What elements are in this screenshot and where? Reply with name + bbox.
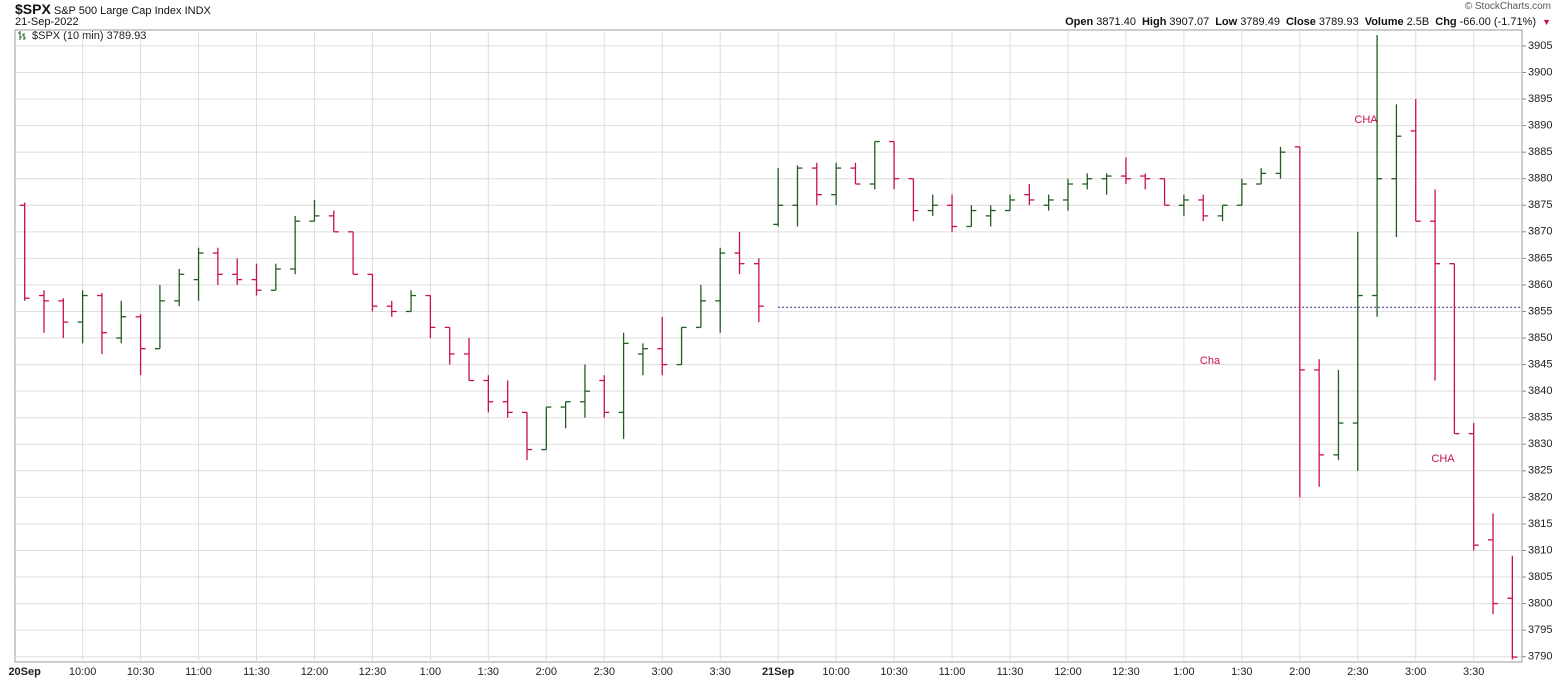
x-tick-label: 3:30 <box>709 666 730 678</box>
x-tick-label: 20Sep <box>8 666 41 678</box>
stat-value: 2.5B <box>1406 16 1430 28</box>
y-tick-label: 3825 <box>1528 465 1552 477</box>
y-tick-label: 3880 <box>1528 173 1552 185</box>
index-name: S&P 500 Large Cap Index <box>53 5 182 17</box>
y-tick-label: 3900 <box>1528 66 1552 78</box>
annotation: CHA <box>1354 114 1378 126</box>
x-tick-label: 3:30 <box>1463 666 1484 678</box>
x-tick-label: 11:30 <box>997 666 1024 678</box>
annotation: Cha <box>1200 355 1221 367</box>
date: 21-Sep-2022 <box>15 16 79 28</box>
x-tick-label: 12:00 <box>1054 666 1082 678</box>
y-tick-label: 3885 <box>1528 146 1552 158</box>
x-tick-label: 3:00 <box>1405 666 1426 678</box>
x-tick-label: 2:00 <box>536 666 557 678</box>
y-tick-label: 3875 <box>1528 199 1552 211</box>
stat-label: Low <box>1215 16 1238 28</box>
x-tick-label: 11:00 <box>939 666 966 678</box>
y-tick-label: 3835 <box>1528 412 1552 424</box>
y-tick-label: 3860 <box>1528 279 1552 291</box>
y-tick-label: 3895 <box>1528 93 1552 105</box>
y-tick-label: 3805 <box>1528 571 1552 583</box>
y-tick-label: 3865 <box>1528 252 1552 264</box>
x-tick-label: 12:00 <box>301 666 329 678</box>
title-row: $SPX S&P 500 Large Cap Index INDX <box>15 1 211 17</box>
stat-label: Chg <box>1435 16 1457 28</box>
y-tick-label: 3890 <box>1528 120 1552 132</box>
exchange: INDX <box>184 5 211 17</box>
x-tick-label: 12:30 <box>1112 666 1140 678</box>
y-tick-label: 3810 <box>1528 544 1552 556</box>
stat-value: 3789.49 <box>1240 16 1280 28</box>
y-tick-label: 3845 <box>1528 358 1552 370</box>
symbol: $SPX <box>15 1 51 17</box>
x-tick-label: 12:30 <box>359 666 387 678</box>
y-tick-label: 3870 <box>1528 226 1552 238</box>
legend-icon <box>18 31 26 40</box>
x-tick-label: 10:30 <box>127 666 155 678</box>
plot-frame <box>14 29 1523 663</box>
annotation: CHA <box>1431 453 1455 465</box>
legend: $SPX (10 min) 3789.93 <box>32 30 146 42</box>
x-tick-label: 2:00 <box>1289 666 1310 678</box>
stats: Open 3871.40 High 3907.07 Low 3789.49 Close 378… <box>1065 16 1551 28</box>
copyright: © StockCharts.com <box>1464 1 1551 12</box>
stat-label: Close <box>1285 16 1316 28</box>
y-tick-label: 3820 <box>1528 491 1552 503</box>
y-tick-label: 3800 <box>1528 597 1552 609</box>
x-tick-label: 1:00 <box>420 666 441 678</box>
down-arrow: ▼ <box>1542 17 1551 27</box>
x-tick-label: 1:30 <box>478 666 499 678</box>
x-tick-label: 11:30 <box>243 666 270 678</box>
legend-value: 3789.93 <box>107 30 147 42</box>
x-tick-label: 10:00 <box>822 666 850 678</box>
x-tick-label: 10:00 <box>69 666 97 678</box>
y-tick-label: 3850 <box>1528 332 1552 344</box>
stat-label: Open <box>1065 16 1094 28</box>
y-tick-label: 3855 <box>1528 305 1552 317</box>
stat-label: Volume <box>1364 16 1404 28</box>
y-tick-label: 3830 <box>1528 438 1552 450</box>
stat-value: 3907.07 <box>1169 16 1210 28</box>
y-tick-label: 3790 <box>1528 651 1552 663</box>
stat-value: 3789.93 <box>1318 16 1359 28</box>
x-tick-label: 11:00 <box>185 666 212 678</box>
y-tick-label: 3840 <box>1528 385 1552 397</box>
x-tick-label: 3:00 <box>652 666 673 678</box>
x-tick-label: 10:30 <box>880 666 908 678</box>
x-tick-label: 1:30 <box>1231 666 1252 678</box>
stat-label: High <box>1141 16 1167 28</box>
x-tick-label: 21Sep <box>762 666 795 678</box>
y-tick-label: 3795 <box>1528 624 1552 636</box>
stat-value: 3871.40 <box>1096 16 1136 28</box>
y-tick-label: 3905 <box>1528 40 1552 52</box>
stat-value: -66.00 (-1.71%) <box>1459 16 1537 28</box>
x-tick-label: 2:30 <box>1347 666 1368 678</box>
legend-name: $SPX (10 min) <box>32 30 104 42</box>
x-tick-label: 1:00 <box>1173 666 1194 678</box>
x-tick-label: 2:30 <box>594 666 615 678</box>
y-tick-label: 3815 <box>1528 518 1552 530</box>
